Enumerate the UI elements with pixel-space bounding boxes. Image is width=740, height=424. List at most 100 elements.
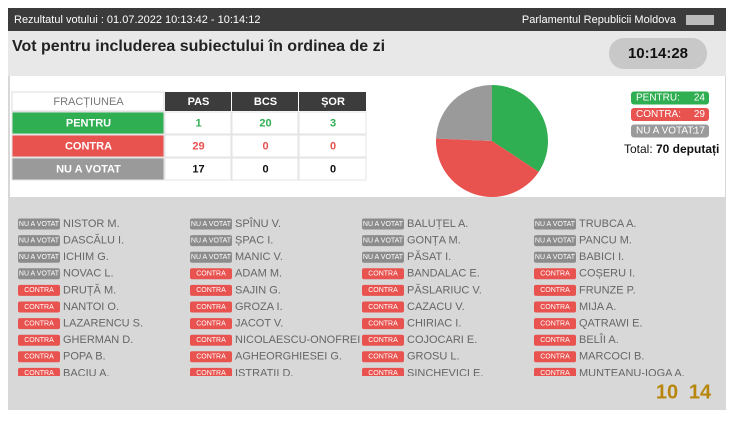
status-tag <box>362 318 404 330</box>
status-tag-label: CONTRA <box>196 370 226 377</box>
status-tag-label: CONTRA <box>540 370 570 377</box>
clock: 10:14:28 <box>628 45 688 62</box>
status-tag-label: NU A VOTAT <box>19 271 60 278</box>
deputy-name: PĂSAT I. <box>407 250 451 263</box>
status-tag-label: CONTRA <box>368 287 398 294</box>
table-cell <box>298 157 367 181</box>
deputy-name: NOVAC L. <box>63 268 114 280</box>
legend-label: CONTRA: <box>636 109 681 120</box>
status-tag-label: NU A VOTAT <box>19 221 60 228</box>
footer-number: 10 <box>656 381 678 403</box>
table-header: BCS <box>254 96 277 108</box>
status-tag-label: CONTRA <box>196 287 226 294</box>
status-tag <box>18 251 60 263</box>
table-cell-value: 1 <box>195 117 201 129</box>
table-row-label-cell <box>11 157 165 181</box>
legend-value: 24 <box>694 93 706 104</box>
status-tag-label: CONTRA <box>540 354 570 361</box>
status-tag <box>190 284 232 296</box>
legend-pill <box>631 124 709 138</box>
pie-slice <box>436 85 492 141</box>
title-area <box>8 31 726 76</box>
status-tag-label: NU A VOTAT <box>535 237 576 244</box>
table-cell <box>231 157 299 181</box>
status-tag <box>18 351 60 363</box>
deputy-name: GONȚA M. <box>407 235 461 247</box>
status-tag <box>362 367 404 376</box>
deputy-name: NANTOI O. <box>63 301 119 313</box>
status-tag <box>534 318 576 330</box>
status-tag-label: NU A VOTAT <box>19 237 60 244</box>
table-cell <box>164 157 232 181</box>
status-tag-label: CONTRA <box>368 271 398 278</box>
status-tag <box>362 251 404 263</box>
deputy-name: FRUNZE P. <box>579 284 636 296</box>
deputy-name: CAZACU V. <box>407 301 465 313</box>
status-tag <box>190 235 232 247</box>
table-cell-value: 0 <box>330 163 336 175</box>
status-tag <box>534 284 576 296</box>
status-tag-label: NU A VOTAT <box>191 237 232 244</box>
deputy-name: ADAM M. <box>235 268 282 280</box>
deputy-name: NICOLAESCU-ONOFREI L. <box>235 334 373 346</box>
status-tag <box>190 218 232 230</box>
pie-slice <box>492 85 549 172</box>
status-tag <box>362 334 404 346</box>
status-tag-label: CONTRA <box>368 370 398 377</box>
status-tag-label: CONTRA <box>196 320 226 327</box>
status-tag <box>534 251 576 263</box>
table-cell-value: 29 <box>192 140 204 152</box>
table-header: PAS <box>188 96 210 108</box>
deputy-name: SPÎNU V. <box>235 217 281 230</box>
table-cell-value: 17 <box>192 163 204 175</box>
status-tag-label: CONTRA <box>196 337 226 344</box>
table-cell <box>231 134 299 158</box>
deputy-name: ȘPAC I. <box>235 235 273 247</box>
status-tag-label: CONTRA <box>196 271 226 278</box>
table-header: FRACȚIUNEA <box>53 96 124 108</box>
status-tag-label: NU A VOTAT <box>535 254 576 261</box>
status-tag-label: CONTRA <box>24 354 54 361</box>
table-row-label: PENTRU <box>66 117 111 129</box>
status-tag-label: NU A VOTAT <box>535 221 576 228</box>
deputy-name: ISTRATII D. <box>235 367 293 379</box>
legend-label: NU A VOTAT: <box>636 126 695 137</box>
legend-value: 17 <box>694 126 706 137</box>
deputy-name: MIJA A. <box>579 301 616 313</box>
table-header-cell <box>232 92 298 111</box>
deputy-name: MARCOCI B. <box>579 351 644 363</box>
status-tag <box>534 218 576 230</box>
table-header: ȘOR <box>321 96 345 108</box>
footer-number: 14 <box>689 381 712 403</box>
status-tag <box>362 235 404 247</box>
deputy-name: TRUBCA A. <box>579 218 636 230</box>
status-tag-label: NU A VOTAT <box>19 254 60 261</box>
deputy-name: MUNTEANU-IOGA A. <box>579 367 685 379</box>
table-cell-value: 0 <box>330 140 336 152</box>
status-tag <box>18 218 60 230</box>
header-right: Parlamentul Republicii Moldova <box>522 14 677 26</box>
deputy-name: BACIU A. <box>63 367 109 379</box>
status-tag <box>190 318 232 330</box>
deputy-name: GROZA I. <box>235 301 283 313</box>
status-tag <box>190 367 232 376</box>
legend-pill <box>631 91 709 105</box>
status-tag <box>362 351 404 363</box>
status-tag <box>362 301 404 313</box>
status-tag-label: CONTRA <box>540 337 570 344</box>
status-tag <box>190 351 232 363</box>
total-value: 70 deputați <box>656 142 719 156</box>
status-tag-label: CONTRA <box>24 320 54 327</box>
status-tag-label: CONTRA <box>368 337 398 344</box>
status-tag-label: CONTRA <box>196 304 226 311</box>
status-tag-label: NU A VOTAT <box>363 221 404 228</box>
pie-slice <box>436 138 539 198</box>
deputy-name: PANCU M. <box>579 235 632 247</box>
table-cell <box>164 134 232 158</box>
table-row-label-cell <box>11 111 165 135</box>
table-row-label: NU A VOTAT <box>56 163 121 175</box>
status-tag <box>190 301 232 313</box>
status-tag-label: CONTRA <box>540 320 570 327</box>
status-tag <box>362 284 404 296</box>
table-header-cell <box>11 91 165 112</box>
